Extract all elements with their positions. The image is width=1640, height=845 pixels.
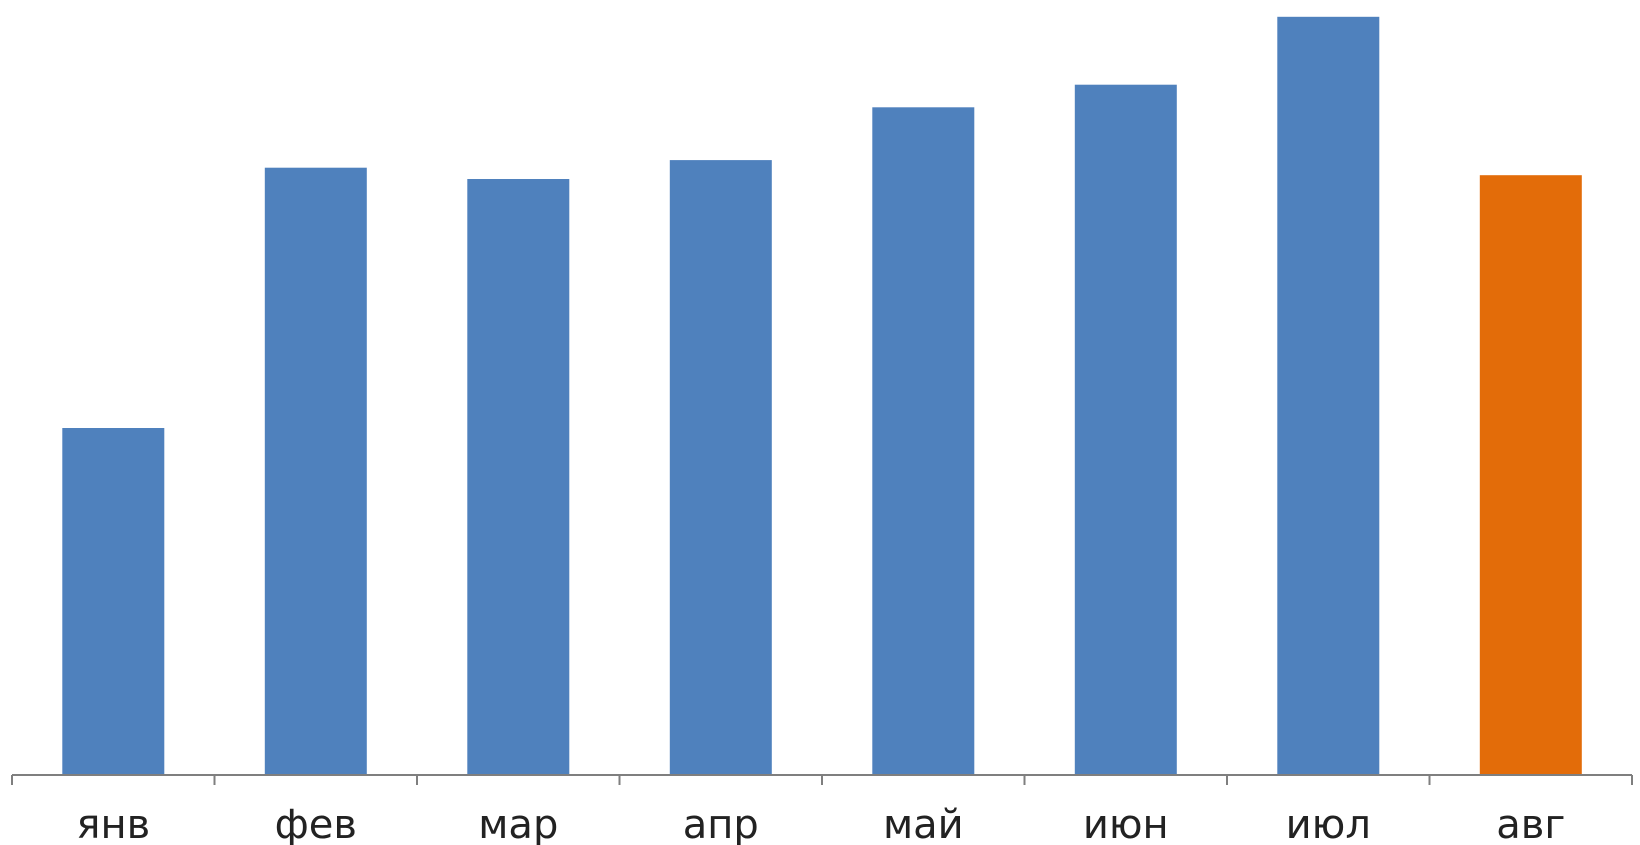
- bar-2: [264, 167, 367, 775]
- x-axis-labels: янв фев мар апр май июн июл авг: [76, 802, 1565, 845]
- x-tick-label: апр: [683, 802, 759, 845]
- x-tick-label: мар: [478, 802, 558, 845]
- x-tick-label: июл: [1286, 802, 1371, 845]
- bar-7: [1277, 16, 1380, 776]
- x-tick-label: май: [883, 802, 964, 845]
- bar-group: [62, 16, 1582, 776]
- bar-5: [872, 107, 975, 776]
- x-axis-ticks: [11, 775, 1633, 785]
- bar-8: [1479, 175, 1582, 775]
- bar-6: [1074, 84, 1177, 775]
- x-tick-label: авг: [1496, 802, 1565, 845]
- bar-3: [467, 179, 570, 775]
- bar-1: [62, 428, 165, 775]
- x-tick-label: янв: [76, 802, 150, 845]
- bar-4: [669, 160, 772, 776]
- x-tick-label: июн: [1083, 802, 1169, 845]
- x-tick-label: фев: [275, 802, 357, 845]
